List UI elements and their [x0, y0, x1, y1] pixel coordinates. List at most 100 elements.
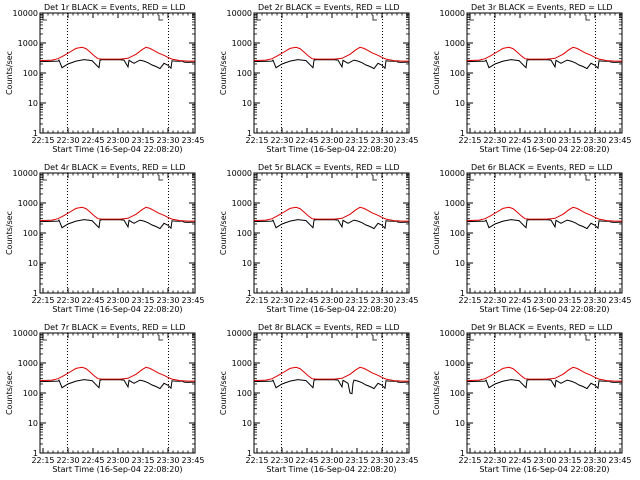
x-tick-label: 22:45 — [508, 296, 531, 305]
y-tick-label: 10 — [28, 259, 38, 268]
x-tick-label: 22:15 — [245, 296, 268, 305]
plot-frame — [466, 12, 623, 134]
events-series-line — [39, 219, 196, 230]
y-tick-label: 1000 — [232, 199, 252, 208]
plot-frame — [253, 12, 410, 134]
x-tick-label: 23:00 — [533, 136, 556, 145]
x-tick-label: 23:45 — [395, 136, 418, 145]
x-tick-label: 23:30 — [583, 296, 606, 305]
y-tick-label: 1 — [33, 449, 38, 458]
plot-frame — [39, 172, 196, 294]
range-bracket-mark — [256, 335, 261, 341]
events-series-line — [466, 379, 623, 390]
x-tick-label: 22:15 — [458, 296, 481, 305]
y-tick-label: 10000 — [227, 169, 252, 178]
lld-series-line — [466, 366, 622, 382]
x-tick-label: 22:15 — [245, 456, 268, 465]
detector-panel-4: Det 4r BLACK = Events, RED = LLD 1 10 100 10… — [5, 163, 205, 314]
plot-frame — [39, 332, 196, 454]
x-tick-label: 22:15 — [245, 136, 268, 145]
panel-title: Det 9r BLACK = Events, RED = LLD — [471, 323, 613, 332]
y-tick-label: 1000 — [18, 39, 38, 48]
y-tick-label: 1 — [247, 289, 252, 298]
range-bracket-mark — [585, 335, 590, 341]
panel-title: Det 2r BLACK = Events, RED = LLD — [258, 3, 400, 12]
y-axis-label: Counts/sec — [219, 371, 228, 415]
y-tick-label: 1000 — [445, 39, 465, 48]
x-tick-label: 22:30 — [56, 456, 79, 465]
y-tick-label: 10 — [455, 99, 465, 108]
lld-series-line — [253, 366, 409, 382]
events-series-line — [39, 379, 196, 390]
range-bracket-mark — [158, 335, 163, 341]
y-tick-label: 1 — [460, 449, 465, 458]
y-tick-label: 10000 — [13, 329, 38, 338]
x-tick-label: 22:45 — [295, 456, 318, 465]
range-bracket-mark — [372, 335, 377, 341]
x-tick-label: 23:15 — [345, 136, 368, 145]
x-tick-label: 22:30 — [270, 136, 293, 145]
y-axis-label: Counts/sec — [5, 211, 14, 255]
x-tick-label: 23:15 — [558, 296, 581, 305]
y-axis-label: Counts/sec — [5, 51, 14, 95]
plot-frame — [39, 12, 196, 134]
y-tick-label: 10 — [242, 259, 252, 268]
y-tick-label: 100 — [23, 69, 38, 78]
x-tick-label: 22:45 — [508, 136, 531, 145]
x-tick-label: 23:15 — [558, 136, 581, 145]
events-series-line — [466, 59, 623, 70]
y-tick-label: 100 — [23, 229, 38, 238]
x-tick-label: 22:45 — [295, 296, 318, 305]
x-tick-label: 23:15 — [131, 296, 154, 305]
y-axis-label: Counts/sec — [5, 371, 14, 415]
y-tick-label: 100 — [237, 69, 252, 78]
panel-title: Det 6r BLACK = Events, RED = LLD — [471, 163, 613, 172]
x-tick-label: 22:45 — [81, 456, 104, 465]
range-bracket-mark — [158, 175, 163, 181]
y-tick-label: 100 — [450, 389, 465, 398]
x-tick-label: 23:15 — [131, 136, 154, 145]
x-tick-label: 23:30 — [370, 456, 393, 465]
events-series-line — [466, 219, 623, 230]
x-axis-label: Start Time (16-Sep-04 22:08:20) — [52, 145, 182, 154]
x-tick-label: 23:00 — [320, 296, 343, 305]
detector-panel-8: Det 8r BLACK = Events, RED = LLD 1 10 100 10… — [219, 323, 419, 474]
x-axis-label: Start Time (16-Sep-04 22:08:20) — [479, 145, 609, 154]
y-tick-label: 10000 — [13, 169, 38, 178]
y-tick-label: 1000 — [445, 359, 465, 368]
y-tick-label: 10000 — [440, 9, 465, 18]
x-tick-label: 23:45 — [608, 456, 631, 465]
x-tick-label: 23:15 — [558, 456, 581, 465]
y-tick-label: 1 — [33, 289, 38, 298]
y-tick-label: 1 — [247, 129, 252, 138]
detector-panel-3: Det 3r BLACK = Events, RED = LLD 1 10 100 10… — [432, 3, 632, 154]
range-bracket-mark — [469, 175, 474, 181]
panel-title: Det 7r BLACK = Events, RED = LLD — [44, 323, 186, 332]
x-tick-label: 23:00 — [320, 456, 343, 465]
y-tick-label: 10 — [242, 419, 252, 428]
x-tick-label: 23:45 — [181, 296, 204, 305]
range-bracket-mark — [585, 175, 590, 181]
x-tick-label: 22:15 — [458, 136, 481, 145]
x-tick-label: 23:30 — [156, 456, 179, 465]
x-axis-label: Start Time (16-Sep-04 22:08:20) — [479, 305, 609, 314]
range-bracket-mark — [469, 15, 474, 21]
x-axis-label: Start Time (16-Sep-04 22:08:20) — [266, 145, 396, 154]
x-tick-label: 22:30 — [56, 296, 79, 305]
y-axis-label: Counts/sec — [432, 51, 441, 95]
range-bracket-mark — [372, 15, 377, 21]
detector-panel-2: Det 2r BLACK = Events, RED = LLD 1 10 100 10… — [219, 3, 419, 154]
range-bracket-mark — [256, 175, 261, 181]
y-tick-label: 100 — [450, 69, 465, 78]
plot-frame — [466, 172, 623, 294]
x-tick-label: 23:45 — [181, 136, 204, 145]
x-tick-label: 22:45 — [295, 136, 318, 145]
y-tick-label: 10000 — [440, 329, 465, 338]
x-tick-label: 22:15 — [31, 456, 54, 465]
x-tick-label: 23:45 — [181, 456, 204, 465]
y-tick-label: 100 — [237, 229, 252, 238]
panel-title: Det 8r BLACK = Events, RED = LLD — [258, 323, 400, 332]
x-tick-label: 23:45 — [608, 136, 631, 145]
lld-series-line — [466, 46, 622, 62]
